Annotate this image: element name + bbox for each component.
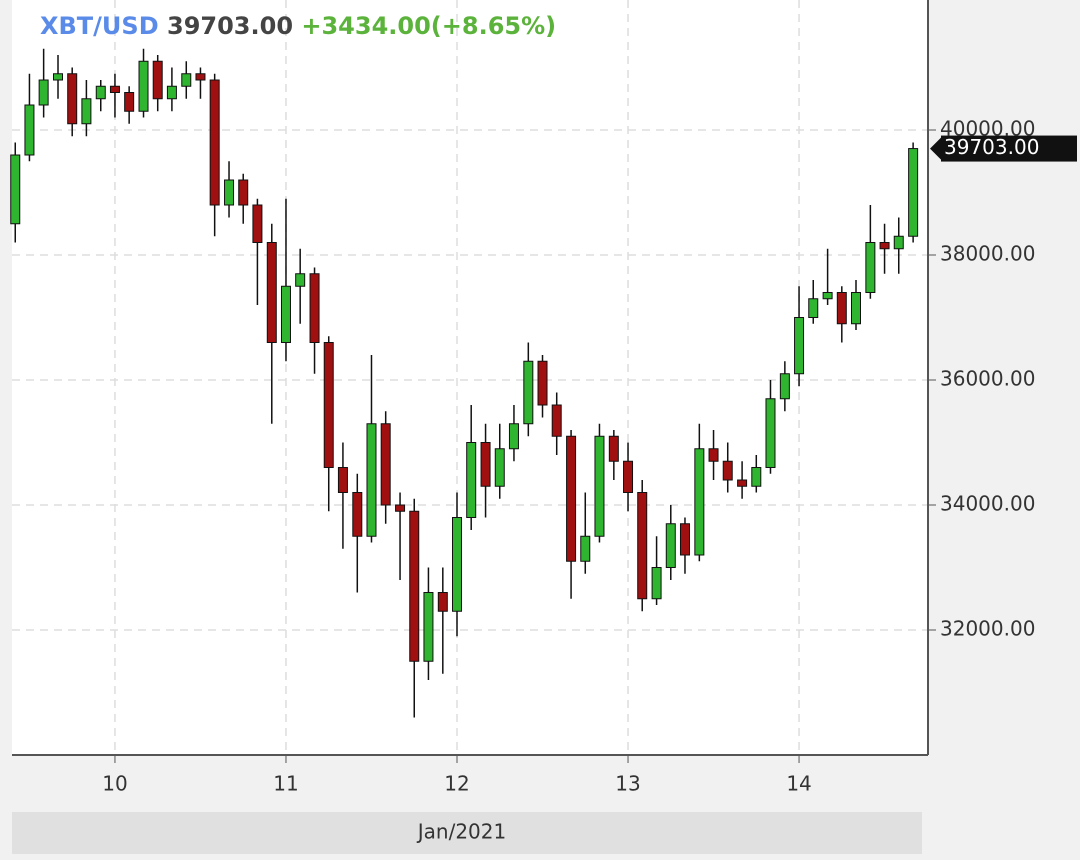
candle-body	[580, 535, 591, 562]
candle-body	[893, 235, 904, 250]
candle-body	[67, 73, 78, 125]
candle-body	[665, 523, 676, 568]
candle-body	[751, 467, 762, 487]
candle-body	[566, 435, 577, 562]
candle-body	[109, 85, 120, 93]
candle-body	[81, 98, 92, 125]
candle-body	[879, 242, 890, 250]
candle-body	[722, 460, 733, 481]
candle-body	[423, 592, 434, 662]
candle-body	[494, 448, 505, 487]
candle-body	[209, 79, 220, 206]
candle-body	[95, 85, 106, 100]
header: XBT/USD 39703.00 +3434.00(+8.65%)	[40, 12, 556, 40]
candle-body	[224, 179, 235, 206]
candle-body	[908, 148, 919, 237]
x-tick-label: 13	[615, 772, 640, 796]
y-tick-label: 32000.00	[940, 617, 1035, 641]
candle-body	[836, 292, 847, 325]
candle-body	[508, 423, 519, 450]
candle-body	[637, 492, 648, 600]
x-tick-label: 11	[273, 772, 298, 796]
y-tick-label: 36000.00	[940, 367, 1035, 391]
candle-body	[252, 204, 263, 243]
price-tag	[941, 135, 1077, 162]
last-price: 39703.00	[167, 12, 294, 40]
candle-body	[865, 242, 876, 293]
symbol: XBT/USD	[40, 12, 159, 40]
candle-body	[452, 517, 463, 612]
candle-body	[765, 398, 776, 468]
candle-body	[138, 60, 149, 112]
y-tick-label: 34000.00	[940, 492, 1035, 516]
candle-body	[708, 448, 719, 462]
candle-body	[537, 360, 548, 406]
candle-body	[152, 60, 163, 100]
candle-body	[166, 85, 177, 100]
candle-body	[822, 292, 833, 300]
price-tag-arrow	[930, 136, 942, 161]
candle-body	[53, 73, 64, 81]
candle-body	[337, 467, 348, 493]
candle-body	[679, 523, 690, 556]
x-tick-label: 10	[102, 772, 127, 796]
candle-body	[395, 504, 406, 512]
price-tag-label: 39703.00	[944, 135, 1039, 159]
candle-body	[523, 360, 534, 425]
candle-body	[623, 460, 634, 493]
candle-body	[323, 342, 334, 468]
y-tick-label: 38000.00	[940, 242, 1035, 266]
candle-body	[694, 448, 705, 556]
candle-body	[295, 273, 306, 287]
plot-area	[12, 0, 928, 755]
candle-body	[181, 73, 192, 87]
candle-body	[850, 292, 861, 325]
candle-body	[195, 73, 206, 81]
candle-body	[380, 423, 391, 506]
candle-body	[608, 435, 619, 462]
x-tick-label: 14	[786, 772, 811, 796]
x-label-bar	[12, 812, 922, 854]
candle-body	[794, 317, 805, 375]
candle-body	[651, 567, 662, 600]
candle-body	[437, 592, 448, 612]
candle-body	[808, 298, 819, 318]
candle-body	[266, 242, 277, 343]
candle-body	[38, 79, 49, 106]
x-axis-label: Jan/2021	[416, 820, 506, 844]
change: +3434.00(+8.65%)	[301, 12, 557, 40]
x-tick-label: 12	[444, 772, 469, 796]
candle-body	[280, 285, 291, 343]
candle-body	[24, 104, 35, 156]
candle-body	[352, 492, 363, 537]
candle-body	[466, 442, 477, 518]
candle-body	[594, 435, 605, 537]
candle-body	[409, 510, 420, 662]
candle-body	[779, 373, 790, 400]
candle-body	[480, 442, 491, 487]
candle-body	[124, 92, 135, 112]
candle-body	[551, 404, 562, 437]
candle-body	[309, 273, 320, 343]
candle-body	[737, 479, 748, 487]
candle-body	[366, 423, 377, 537]
candle-body	[10, 154, 21, 225]
candle-body	[238, 179, 249, 206]
